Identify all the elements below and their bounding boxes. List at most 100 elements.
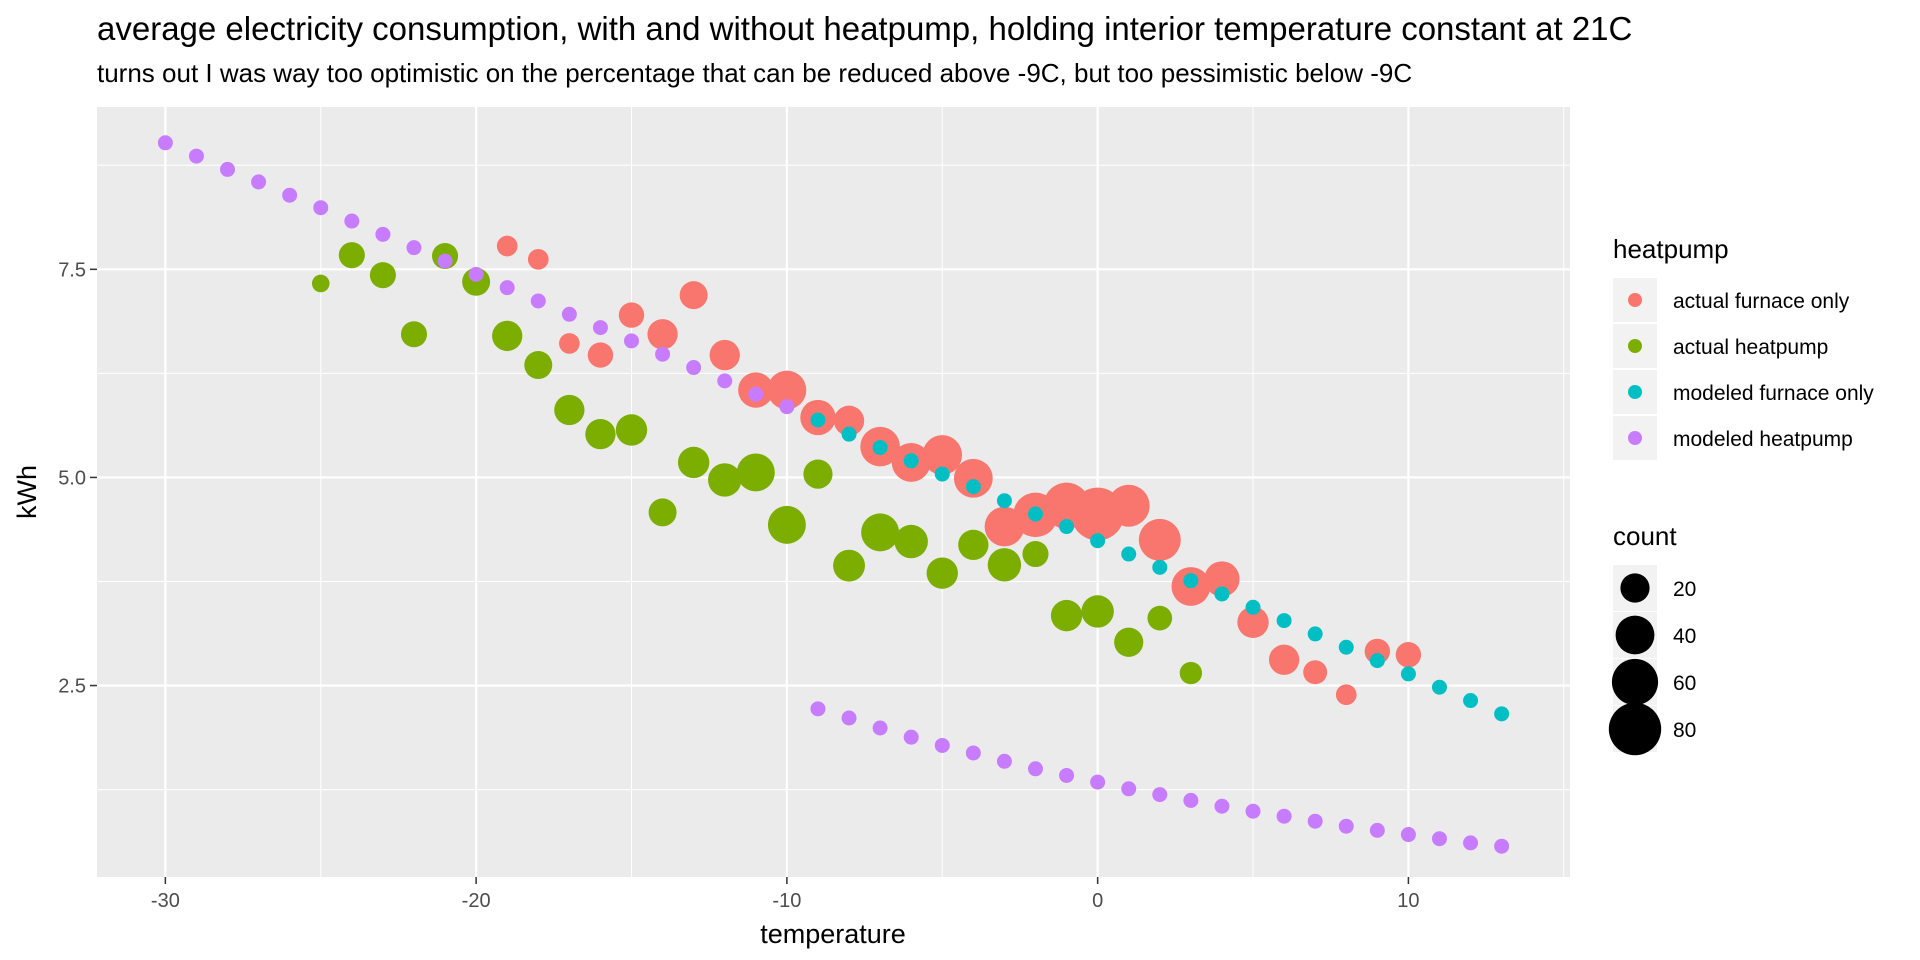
point-actual-heatpump bbox=[958, 529, 989, 561]
point-modeled-heatpump bbox=[157, 135, 173, 151]
x-axis-title: temperature bbox=[760, 919, 906, 949]
point-actual-heatpump bbox=[861, 513, 900, 552]
point-modeled-heatpump bbox=[1090, 774, 1106, 790]
legend-key-actual-furnace-only bbox=[1628, 293, 1642, 307]
point-modeled-furnace-only bbox=[1214, 586, 1230, 602]
point-modeled-furnace-only bbox=[996, 493, 1012, 509]
point-modeled-heatpump bbox=[1400, 827, 1416, 843]
point-modeled-heatpump bbox=[810, 701, 826, 717]
size-legend-label: 20 bbox=[1673, 578, 1696, 601]
point-modeled-furnace-only bbox=[1183, 573, 1199, 589]
point-modeled-heatpump bbox=[996, 753, 1012, 769]
point-modeled-furnace-only bbox=[934, 466, 950, 482]
point-actual-furnace-only bbox=[1204, 561, 1240, 597]
point-actual-heatpump bbox=[767, 505, 806, 544]
point-actual-heatpump bbox=[648, 498, 677, 527]
y-axis-title: kWh bbox=[12, 465, 42, 519]
point-modeled-heatpump bbox=[251, 174, 267, 190]
point-actual-heatpump bbox=[708, 463, 742, 497]
point-modeled-heatpump bbox=[375, 226, 391, 242]
point-actual-furnace-only bbox=[709, 339, 740, 371]
point-actual-heatpump bbox=[1081, 595, 1114, 628]
chart-title: average electricity consumption, with an… bbox=[97, 10, 1632, 47]
point-modeled-heatpump bbox=[1183, 792, 1199, 808]
size-legend-title: count bbox=[1613, 521, 1677, 551]
point-actual-heatpump bbox=[736, 453, 775, 492]
size-legend-label: 60 bbox=[1673, 672, 1696, 695]
point-modeled-heatpump bbox=[220, 161, 236, 177]
point-modeled-heatpump bbox=[437, 253, 453, 269]
legend-key-modeled-furnace-only bbox=[1628, 385, 1642, 399]
point-actual-furnace-only bbox=[1138, 518, 1181, 561]
point-modeled-furnace-only bbox=[1431, 679, 1447, 695]
point-modeled-furnace-only bbox=[1400, 666, 1416, 682]
point-actual-heatpump bbox=[400, 321, 428, 348]
point-modeled-heatpump bbox=[1431, 831, 1447, 847]
point-modeled-furnace-only bbox=[1338, 639, 1354, 655]
legend-label: modeled furnace only bbox=[1673, 382, 1874, 405]
point-modeled-heatpump bbox=[282, 187, 298, 203]
legend-key-modeled-heatpump bbox=[1628, 431, 1642, 445]
point-modeled-heatpump bbox=[748, 386, 764, 402]
point-modeled-heatpump bbox=[1369, 822, 1385, 838]
point-actual-furnace-only bbox=[1395, 642, 1422, 668]
point-actual-heatpump bbox=[894, 524, 928, 559]
point-modeled-heatpump bbox=[1494, 838, 1510, 854]
point-modeled-furnace-only bbox=[1090, 533, 1106, 549]
point-actual-furnace-only bbox=[647, 319, 678, 350]
point-actual-furnace-only bbox=[618, 302, 645, 328]
point-actual-heatpump bbox=[311, 274, 330, 293]
size-key-40 bbox=[1615, 615, 1655, 655]
point-modeled-heatpump bbox=[406, 240, 422, 256]
point-actual-heatpump bbox=[1114, 627, 1144, 657]
point-actual-furnace-only bbox=[1303, 660, 1328, 685]
point-modeled-heatpump bbox=[530, 293, 546, 309]
point-actual-furnace-only bbox=[679, 281, 708, 310]
point-modeled-heatpump bbox=[655, 346, 671, 362]
point-actual-furnace-only bbox=[1335, 684, 1357, 706]
point-actual-heatpump bbox=[1022, 540, 1049, 568]
size-key-80 bbox=[1608, 702, 1662, 756]
point-modeled-furnace-only bbox=[1059, 519, 1075, 535]
x-axis-ticks: -30 -20 -10 0 10 bbox=[151, 877, 1420, 912]
y-tick-label: 7.5 bbox=[58, 259, 86, 281]
point-modeled-heatpump bbox=[903, 729, 919, 745]
color-legend-title: heatpump bbox=[1613, 234, 1729, 264]
point-modeled-furnace-only bbox=[1027, 506, 1043, 522]
point-actual-heatpump bbox=[554, 394, 585, 426]
point-actual-furnace-only bbox=[1107, 484, 1150, 527]
size-key-60 bbox=[1611, 658, 1659, 706]
legend-label: actual heatpump bbox=[1673, 336, 1828, 359]
legend-label: actual furnace only bbox=[1673, 290, 1850, 313]
point-modeled-heatpump bbox=[872, 720, 888, 736]
point-actual-furnace-only bbox=[953, 458, 993, 498]
point-actual-heatpump bbox=[803, 459, 833, 489]
point-modeled-heatpump bbox=[965, 745, 981, 761]
size-legend-label: 80 bbox=[1673, 719, 1696, 742]
size-legend-label: 40 bbox=[1673, 625, 1696, 648]
data-points bbox=[157, 135, 1510, 854]
plot-panel bbox=[97, 107, 1570, 877]
x-tick-label: 0 bbox=[1092, 890, 1103, 912]
grid-minor bbox=[97, 107, 1570, 877]
point-modeled-furnace-only bbox=[965, 479, 981, 495]
point-actual-furnace-only bbox=[587, 342, 614, 368]
point-actual-heatpump bbox=[677, 446, 710, 479]
point-modeled-heatpump bbox=[1059, 767, 1075, 783]
point-modeled-furnace-only bbox=[810, 412, 826, 428]
point-modeled-heatpump bbox=[499, 280, 515, 296]
point-modeled-furnace-only bbox=[1307, 626, 1323, 642]
size-legend: 20 40 60 80 bbox=[1608, 565, 1696, 756]
point-actual-heatpump bbox=[615, 414, 648, 446]
point-modeled-heatpump bbox=[934, 737, 950, 753]
point-modeled-furnace-only bbox=[1276, 613, 1292, 629]
point-modeled-heatpump bbox=[1307, 813, 1323, 829]
point-modeled-heatpump bbox=[779, 399, 795, 415]
point-modeled-heatpump bbox=[841, 710, 857, 726]
point-actual-heatpump bbox=[1179, 661, 1203, 685]
point-modeled-furnace-only bbox=[1152, 559, 1168, 575]
point-actual-heatpump bbox=[1147, 605, 1173, 631]
legend-label: modeled heatpump bbox=[1673, 428, 1853, 451]
point-actual-furnace-only bbox=[1268, 644, 1300, 675]
